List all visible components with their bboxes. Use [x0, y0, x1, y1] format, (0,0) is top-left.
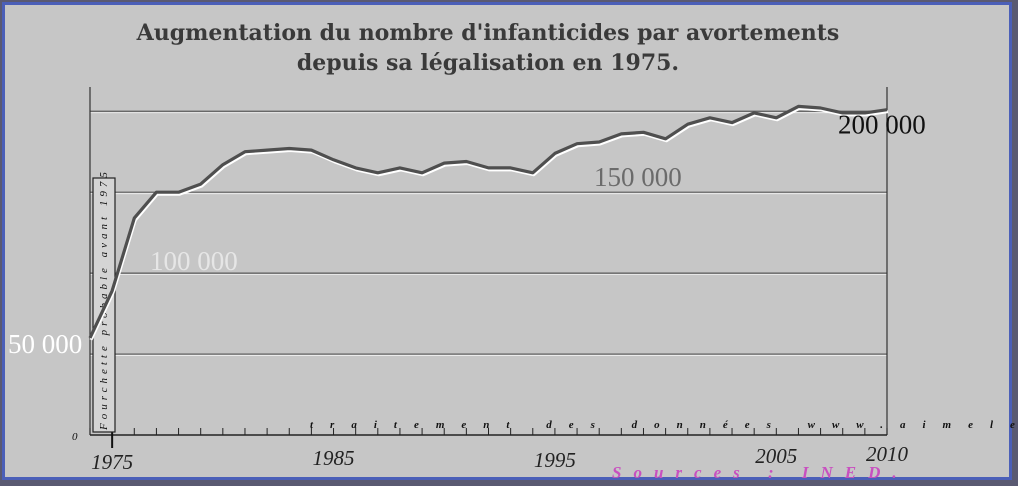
- zero-label: 0: [72, 431, 82, 443]
- y-tick-label-2: 150 000: [594, 162, 682, 192]
- y-tick-label-0: 50 000: [8, 329, 82, 359]
- data-series: [88, 104, 889, 341]
- chart-title-line-2: depuis sa légalisation en 1975.: [297, 50, 679, 76]
- data-credit: traitement des données www.aimeles.fr: [310, 419, 1018, 431]
- series-line-0: [88, 104, 888, 339]
- y-tick-label-3: 200 000: [838, 109, 926, 139]
- series-line-highlight-0: [89, 106, 889, 341]
- axes: [89, 87, 888, 448]
- chart-title-line-1: Augmentation du nombre d'infanticides pa…: [136, 20, 840, 46]
- uncertainty-bracket: Fourchette probable avant 1975: [92, 168, 116, 433]
- x-tick-label-0: 1975: [91, 450, 133, 474]
- y-tick-label-1: 100 000: [150, 246, 238, 276]
- source-note: Sources : INED.: [612, 463, 909, 482]
- x-tick-labels: 1975 1985 1995 2005 2010: [91, 442, 908, 474]
- x-tick-label-3: 2005: [755, 444, 797, 468]
- x-tick-label-2: 1995: [534, 448, 576, 472]
- gridlines: [90, 110, 887, 356]
- x-tick-label-1: 1985: [313, 446, 355, 470]
- chart-frame: [2, 2, 1012, 480]
- x-tick-label-4: 2010: [866, 442, 909, 466]
- uncertainty-label: Fourchette probable avant 1975: [98, 168, 110, 431]
- y-tick-labels: 50 000 100 000 150 000 200 000: [8, 109, 926, 359]
